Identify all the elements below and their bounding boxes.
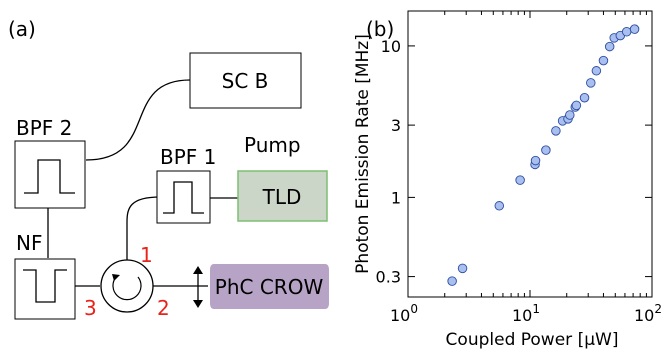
bpf1-box: [156, 170, 211, 224]
data-point: [565, 110, 575, 120]
port-2-label: 2: [157, 296, 170, 320]
y-axis-label: Photon Emission Rate [MHz]: [353, 34, 373, 274]
x-tick-label: 100: [390, 302, 418, 325]
data-point: [579, 92, 590, 103]
wire-circulator-bpf1: [126, 196, 161, 260]
data-point: [494, 201, 505, 211]
circulator-arrowhead-icon: [112, 274, 120, 281]
y-tick-label: 0.3: [376, 268, 401, 287]
arrow-up-icon: [193, 266, 203, 274]
circulator: [100, 259, 154, 313]
nf-label: NF: [16, 231, 42, 255]
x-tick-label: 101: [512, 302, 540, 325]
y-tick-label: 3: [391, 116, 401, 135]
y-tick-label: 10: [381, 37, 401, 56]
tld-label: TLD: [262, 185, 302, 209]
scb-label: SC B: [222, 69, 269, 93]
pump-label: Pump: [244, 133, 301, 157]
data-point: [598, 55, 609, 66]
crow-label: PhC CROW: [215, 275, 324, 299]
port-3-label: 3: [84, 296, 97, 320]
tld-box: [237, 170, 328, 222]
x-tick-label: 102: [634, 302, 662, 325]
circulator-arrow-icon: [112, 276, 142, 301]
port-1-label: 1: [140, 243, 153, 267]
data-point: [447, 276, 457, 286]
arrow-down-icon: [193, 300, 203, 308]
panel-b-label: (b): [366, 17, 394, 41]
y-tick-label: 1: [391, 188, 401, 207]
bpf1-label: BPF 1: [160, 145, 216, 169]
data-point: [551, 126, 561, 136]
wire-bpf2-scb: [85, 79, 191, 161]
data-point: [604, 41, 615, 52]
data-point: [591, 66, 602, 76]
data-points: [447, 24, 640, 286]
data-point: [629, 24, 640, 34]
panel-a-label: (a): [8, 17, 36, 41]
data-point: [586, 78, 596, 88]
nf-box: [14, 258, 76, 320]
data-point: [571, 100, 582, 111]
crow-device: [210, 264, 329, 309]
bpf2-box: [14, 140, 86, 209]
data-point: [457, 263, 468, 274]
bpf2-label: BPF 2: [16, 116, 72, 140]
data-point: [541, 145, 551, 155]
plot-frame: [407, 10, 653, 298]
x-axis-label: Coupled Power [μW]: [446, 330, 619, 350]
data-point: [530, 155, 541, 166]
scb-box: [189, 52, 302, 109]
notch-filter-icon: [23, 269, 67, 303]
bandpass-icon: [24, 159, 75, 194]
data-point: [515, 175, 525, 185]
data-point: [621, 27, 632, 37]
axis-ticks: 100 101 102 0.3 1 3 10: [376, 11, 662, 325]
setup-diagram: (a) SC B BPF 2 BPF 1 Pump TLD NF 1 2: [8, 17, 329, 320]
bandpass-icon: [163, 181, 204, 214]
